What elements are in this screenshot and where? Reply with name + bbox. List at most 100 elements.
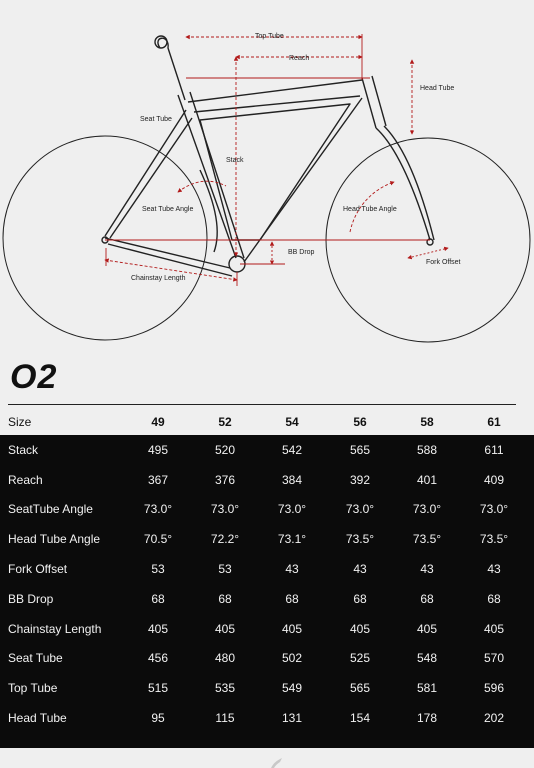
table-cell: 376 [214,472,236,487]
table-cell: 570 [483,651,505,666]
table-cell: 43 [487,562,501,577]
size-header-cell: 56 [353,414,367,429]
table-cell: 392 [349,472,371,487]
table-cell: 535 [214,681,236,696]
table-row: Head Tube 95 115 131 154 178 202 [0,703,534,733]
table-cell: 43 [420,562,434,577]
table-cell: 53 [218,562,232,577]
table-cell: 43 [353,562,367,577]
table-cell: 480 [214,651,236,666]
row-label: Fork Offset [8,562,68,577]
size-header-cell: 52 [218,414,232,429]
table-cell: 542 [281,442,303,457]
table-row: Seat Tube 456 480 502 525 548 570 [0,644,534,674]
size-header-cell: 54 [285,414,299,429]
table-cell: 43 [285,562,299,577]
row-label: Top Tube [8,681,58,696]
stack-label: Stack [226,157,244,164]
logo-mark-partial [271,758,282,768]
table-cell: 495 [147,442,169,457]
table-row: Reach 367 376 384 392 401 409 [0,465,534,495]
table-cell: 502 [281,651,303,666]
table-cell: 515 [147,681,169,696]
seat-tube-angle-label: Seat Tube Angle [142,206,193,213]
table-cell: 72.2° [210,532,240,547]
table-cell: 68 [218,591,232,606]
size-header-row: Size 49 52 54 56 58 61 [0,408,534,435]
table-cell: 68 [420,591,434,606]
title-divider [8,404,516,405]
reach-label: Reach [289,55,309,62]
table-cell: 367 [147,472,169,487]
table-row: SeatTube Angle 73.0° 73.0° 73.0° 73.0° 73.0° 7… [0,495,534,525]
bike-frame [101,35,435,277]
row-label: Head Tube Angle [8,532,101,547]
table-cell: 178 [416,711,438,726]
table-cell: 581 [416,681,438,696]
table-cell: 73.5° [412,532,442,547]
table-cell: 405 [214,621,236,636]
table-cell: 73.1° [277,532,307,547]
table-cell: 68 [151,591,165,606]
table-cell: 520 [214,442,236,457]
table-cell: 456 [147,651,169,666]
table-cell: 70.5° [143,532,173,547]
table-cell: 525 [349,651,371,666]
row-label: Stack [8,442,39,457]
table-cell: 73.5° [479,532,509,547]
table-cell: 611 [484,442,504,457]
row-label: Head Tube [8,711,67,726]
table-cell: 401 [416,472,438,487]
table-cell: 405 [281,621,303,636]
table-cell: 73.0° [412,502,442,517]
table-cell: 409 [483,472,505,487]
table-cell: 548 [416,651,438,666]
bb-drop-label: BB Drop [288,249,315,256]
table-cell: 405 [416,621,438,636]
table-cell: 384 [281,472,303,487]
size-header-cell: 58 [420,414,434,429]
row-label: Reach [8,472,43,487]
size-header-cell: 61 [487,414,501,429]
table-row: Stack 495 520 542 565 588 611 [0,435,534,465]
table-cell: 202 [483,711,505,726]
table-cell: 73.0° [277,502,307,517]
table-row: Chainstay Length 405 405 405 405 405 405 [0,614,534,644]
size-header-cell: 49 [151,414,165,429]
table-cell: 53 [151,562,165,577]
dimension-lines [104,34,449,286]
chainstay-length-label: Chainstay Length [131,275,186,282]
row-label: Chainstay Length [8,621,102,636]
table-cell: 73.0° [479,502,509,517]
bike-geometry-diagram: Top Tube Reach Head Tube Seat Tube Stack… [2,33,531,343]
size-header-label: Size [8,414,32,429]
table-cell: 549 [281,681,303,696]
table-row: Fork Offset 53 53 43 43 43 43 [0,554,534,584]
table-row: Head Tube Angle 70.5° 72.2° 73.1° 73.5° 73.5°… [0,524,534,554]
rear-wheel [2,135,208,341]
table-cell: 131 [281,711,303,726]
table-cell: 405 [349,621,371,636]
table-row: BB Drop 68 68 68 68 68 68 [0,584,534,614]
table-cell: 115 [215,711,235,726]
table-row: Top Tube 515 535 549 565 581 596 [0,673,534,703]
table-cell: 565 [349,681,371,696]
table-cell: 73.5° [345,532,375,547]
table-cell: 68 [487,591,501,606]
model-title: O2 [10,358,58,396]
table-cell: 73.0° [143,502,173,517]
table-cell: 588 [416,442,438,457]
geometry-table: Stack 495 520 542 565 588 611 Reach 367 376 384 392… [0,435,534,748]
row-label: SeatTube Angle [8,502,93,517]
table-cell: 405 [483,621,505,636]
table-cell: 565 [349,442,371,457]
seat-tube-label: Seat Tube [140,116,172,123]
table-cell: 73.0° [345,502,375,517]
table-cell: 596 [483,681,505,696]
table-cell: 68 [353,591,367,606]
top-tube-label: Top Tube [255,33,284,40]
fork-offset-label: Fork Offset [426,259,461,266]
head-tube-label: Head Tube [420,85,454,92]
table-cell: 154 [349,711,371,726]
table-cell: 73.0° [210,502,240,517]
